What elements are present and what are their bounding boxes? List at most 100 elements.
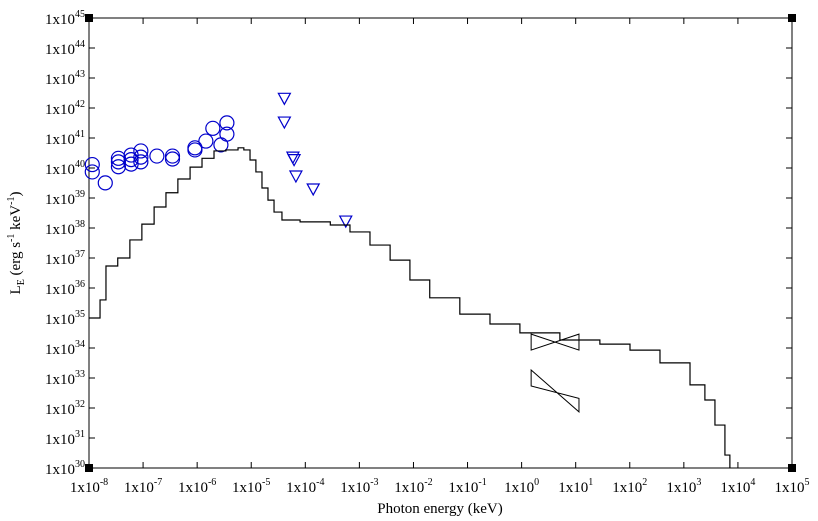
tick-label-base: 1x10 <box>286 480 316 496</box>
tick-label-base: 1x10 <box>720 480 750 496</box>
upper-limit <box>277 92 292 106</box>
upper-limit <box>288 170 303 184</box>
tick-label-base: 1x10 <box>45 192 75 208</box>
model-spectrum <box>89 147 731 468</box>
tick-label-exp: 37 <box>75 249 85 260</box>
tick-label-exp: 4 <box>750 477 755 488</box>
y-title-text: keV <box>8 205 24 234</box>
tick-label: 1x1034 <box>45 339 85 358</box>
tick-label-base: 1x10 <box>178 480 208 496</box>
tick-label: 1x10-6 <box>178 477 216 496</box>
tick-label-base: 1x10 <box>504 480 534 496</box>
tick-label-base: 1x10 <box>45 342 75 358</box>
tick-label: 1x10-3 <box>340 477 378 496</box>
upper-limit <box>306 183 321 197</box>
tick-label-base: 1x10 <box>45 372 75 388</box>
plot-frame <box>88 17 793 469</box>
tick-label-exp: 41 <box>75 129 85 140</box>
tick-label-exp: 40 <box>75 159 85 170</box>
tick-label-exp: -1 <box>478 477 486 488</box>
tick-label: 1x105 <box>775 477 810 496</box>
tick-label: 1x103 <box>666 477 701 496</box>
y-title-main: L <box>8 285 24 294</box>
data-point <box>110 159 127 175</box>
tick-label-exp: 43 <box>75 69 85 80</box>
tick-label-base: 1x10 <box>45 42 75 58</box>
tick-label: 1x1043 <box>45 69 85 88</box>
corner-marker <box>788 14 796 22</box>
y-title-text: ) <box>8 192 24 197</box>
tick-label-exp: 42 <box>75 99 85 110</box>
tick-label-base: 1x10 <box>558 480 588 496</box>
data-point <box>149 148 165 164</box>
tick-label-exp: 32 <box>75 399 85 410</box>
data-point <box>123 152 139 168</box>
data-point <box>84 156 100 173</box>
tick-label-base: 1x10 <box>45 312 75 328</box>
tick-label-base: 1x10 <box>45 222 75 238</box>
data-point <box>187 142 203 158</box>
x-axis-title: Photon energy (keV) <box>377 501 503 517</box>
tick-label: 1x1032 <box>45 399 85 418</box>
data-point <box>205 120 221 136</box>
tick-label-base: 1x10 <box>394 480 424 496</box>
tick-label-base: 1x10 <box>45 282 75 298</box>
tick-label-base: 1x10 <box>45 102 75 118</box>
tick-label-exp: 3 <box>696 477 701 488</box>
upper-limit <box>287 154 302 167</box>
tick-label-exp: 31 <box>75 429 85 440</box>
data-point <box>110 154 127 170</box>
tick-label: 1x104 <box>720 477 755 496</box>
data-point <box>219 126 235 142</box>
tick-label-exp: 2 <box>642 477 647 488</box>
tick-label-exp: -3 <box>370 477 378 488</box>
bowtie <box>530 333 580 351</box>
tick-label-exp: 39 <box>75 189 85 200</box>
tick-label-base: 1x10 <box>666 480 696 496</box>
y-axis-title: LE (erg s-1 keV-1) <box>6 192 27 295</box>
tick-label-exp: -5 <box>262 477 270 488</box>
tick-label-exp: 35 <box>75 309 85 320</box>
tick-label: 1x1041 <box>45 129 85 148</box>
tick-label: 1x1039 <box>45 189 85 208</box>
data-point <box>133 149 149 165</box>
tick-label-exp: -6 <box>208 477 216 488</box>
tick-label-base: 1x10 <box>45 72 75 88</box>
tick-label-exp: -7 <box>154 477 162 488</box>
tick-label: 1x10-4 <box>286 477 324 496</box>
tick-label-exp: 34 <box>75 339 85 350</box>
tick-label-exp: 38 <box>75 219 85 230</box>
tick-label-base: 1x10 <box>232 480 262 496</box>
tick-label-base: 1x10 <box>45 12 75 28</box>
tick-label: 1x1040 <box>45 159 85 178</box>
data-point <box>164 151 181 167</box>
tick-label: 1x10-5 <box>232 477 270 496</box>
tick-label-exp: 0 <box>534 477 539 488</box>
tick-label-base: 1x10 <box>775 480 805 496</box>
tick-label: 1x1044 <box>45 39 85 58</box>
tick-label: 1x101 <box>558 477 593 496</box>
tick-label: 1x1036 <box>45 279 85 298</box>
data-point <box>198 133 214 149</box>
tick-label-base: 1x10 <box>612 480 642 496</box>
data-point <box>97 175 113 191</box>
tick-label: 1x1030 <box>45 459 85 478</box>
tick-label-base: 1x10 <box>70 480 100 496</box>
corner-marker <box>85 464 93 472</box>
bowtie <box>530 368 580 414</box>
tick-label-base: 1x10 <box>448 480 478 496</box>
tick-label-exp: 45 <box>75 9 85 20</box>
tick-label-exp: 5 <box>805 477 810 488</box>
tick-label: 1x1033 <box>45 369 85 388</box>
tick-label-exp: -4 <box>316 477 324 488</box>
tick-label: 1x1035 <box>45 309 85 328</box>
corner-marker <box>788 464 796 472</box>
tick-label-exp: -2 <box>424 477 432 488</box>
tick-label-base: 1x10 <box>45 132 75 148</box>
upper-limit <box>277 116 292 130</box>
tick-label-exp: 30 <box>75 459 85 470</box>
tick-label-base: 1x10 <box>45 402 75 418</box>
tick-label-exp: 36 <box>75 279 85 290</box>
data-point <box>84 164 100 180</box>
